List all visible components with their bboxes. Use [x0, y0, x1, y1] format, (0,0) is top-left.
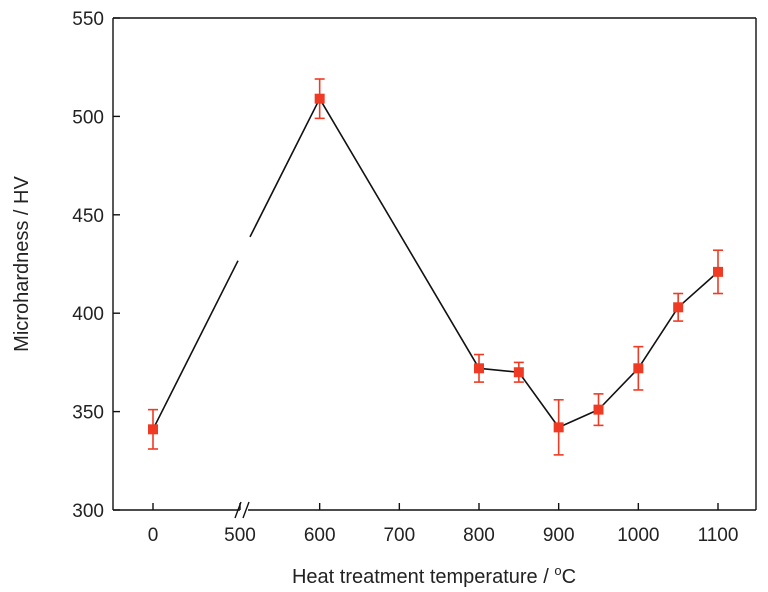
- axis-break-mark-2: [242, 501, 250, 519]
- data-line: [152, 98, 719, 430]
- line-segment: [478, 367, 519, 374]
- x-tick-label: 800: [463, 525, 495, 546]
- data-point: [633, 363, 644, 374]
- line-segment: [249, 98, 321, 238]
- data-point: [593, 404, 604, 415]
- data-point: [553, 422, 564, 433]
- line-segment: [637, 306, 679, 369]
- line-segment: [677, 271, 719, 308]
- y-tick-label: 350: [72, 403, 104, 424]
- line-segment: [152, 260, 239, 430]
- x-tick-label: 0: [148, 525, 159, 546]
- line-segment: [318, 98, 480, 369]
- line-segment: [597, 367, 639, 411]
- line-segment: [518, 371, 560, 428]
- data-point: [148, 424, 158, 435]
- data-point: [513, 367, 524, 378]
- data-point: [713, 266, 723, 277]
- y-axis-ticks: 300 350 400 450 500 550: [72, 9, 120, 522]
- x-tick-label: 600: [304, 525, 336, 546]
- data-markers: [148, 93, 723, 435]
- x-tick-label: 1000: [617, 525, 659, 546]
- y-tick-label: 450: [72, 206, 104, 227]
- x-axis-title-degree: o: [554, 563, 561, 578]
- data-point: [474, 363, 484, 374]
- x-tick-label: 700: [383, 525, 415, 546]
- y-tick-label: 550: [72, 9, 104, 30]
- x-tick-label: 500: [224, 525, 256, 546]
- x-axis-ticks: 0 500 600 700 800 900 1000 1100: [148, 503, 739, 546]
- x-axis-title-unit: C: [562, 566, 576, 588]
- data-point: [673, 302, 684, 313]
- y-tick-label: 300: [72, 501, 104, 522]
- y-axis-title: Microhardness / HV: [11, 176, 33, 352]
- x-tick-label: 1100: [698, 525, 739, 546]
- y-tick-label: 500: [72, 107, 104, 128]
- data-point: [314, 93, 325, 104]
- x-axis-title: Heat treatment temperature / oC: [292, 563, 576, 588]
- y-tick-label: 400: [72, 304, 104, 325]
- x-axis-title-text: Heat treatment temperature /: [292, 566, 554, 588]
- plot-frame: [112, 17, 757, 519]
- x-tick-label: 900: [543, 525, 575, 546]
- line-segment: [558, 408, 599, 429]
